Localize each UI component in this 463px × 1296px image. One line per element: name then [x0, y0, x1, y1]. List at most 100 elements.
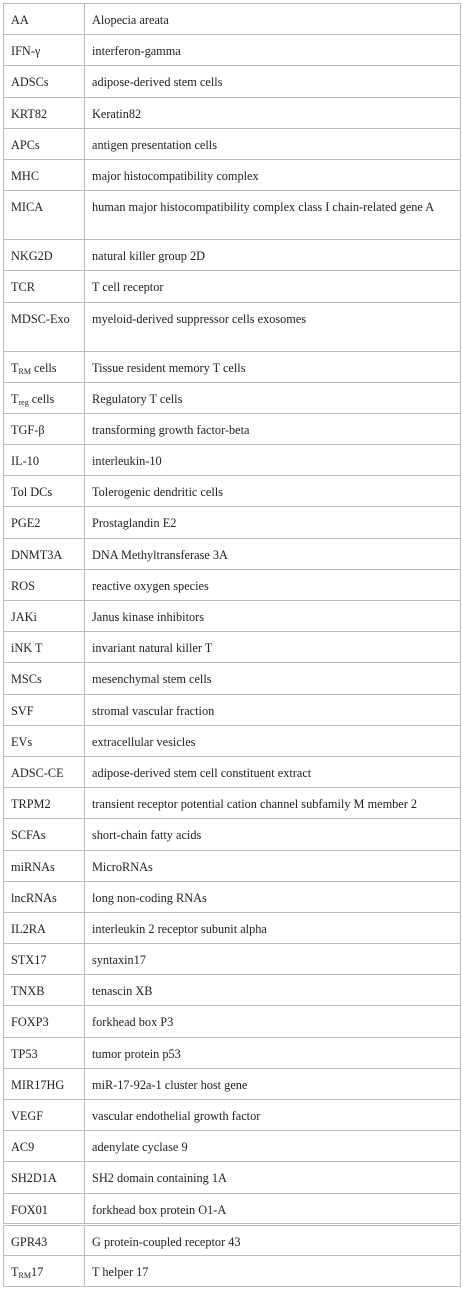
- abbreviation-text: SCFAs: [11, 828, 46, 843]
- abbreviation-row: APCs antigen presentation cells: [3, 127, 461, 160]
- definition-text: DNA Methyltransferase 3A: [92, 547, 228, 562]
- abbreviation-cell: TCR: [3, 270, 85, 303]
- abbreviation-text: ADSCs: [11, 75, 49, 90]
- definition-text: interferon-gamma: [92, 44, 181, 59]
- abbreviation-text: FOXP3: [11, 1015, 49, 1030]
- abbreviation-text: AA: [11, 13, 29, 27]
- abbreviation-row: Tol DCs Tolerogenic dendritic cells: [3, 475, 461, 508]
- abbreviation-cell: GPR43: [3, 1222, 85, 1256]
- abbreviation-text: STX17: [11, 953, 47, 968]
- abbreviation-row: AA Alopecia areata: [3, 2, 461, 36]
- abbreviation-text: MICA: [11, 200, 44, 215]
- abbreviation-subscript: reg: [18, 397, 29, 407]
- abbreviation-row: DNMT3A DNA Methyltransferase 3A: [3, 537, 461, 570]
- definition-text: adenylate cyclase 9: [92, 1140, 188, 1155]
- abbreviation-cell: APCs: [3, 127, 85, 160]
- abbreviation-row: TRPM2 transient receptor potential cation…: [3, 787, 461, 820]
- definition-text: vascular endothelial growth factor: [92, 1109, 261, 1123]
- abbreviation-cell: miRNAs: [3, 849, 85, 882]
- abbreviation-subscript: RM: [18, 366, 31, 376]
- abbreviation-text: ROS: [11, 578, 35, 593]
- definition-cell: interleukin-10: [84, 444, 461, 477]
- abbreviation-row: TP53 tumor protein p53: [3, 1036, 461, 1069]
- abbreviation-cell: TRM cells: [3, 350, 85, 383]
- definition-cell: tumor protein p53: [84, 1036, 461, 1069]
- definition-text: stromal vascular fraction: [92, 703, 215, 718]
- abbreviation-row: FOXP3 forkhead box P3: [3, 1005, 461, 1038]
- definition-cell: mesenchymal stem cells: [84, 662, 461, 695]
- definition-text: Prostaglandin E2: [92, 516, 177, 531]
- definition-text: MicroRNAs: [92, 859, 153, 874]
- abbreviation-cell: JAKi: [3, 599, 85, 633]
- abbreviation-row: TRM17 T helper 17: [3, 1254, 461, 1288]
- definition-cell: miR-17-92a-1 cluster host gene: [84, 1067, 461, 1101]
- definition-text: transient receptor potential cation chan…: [92, 797, 418, 812]
- abbreviation-row: GPR43 G protein-coupled receptor 43: [3, 1222, 461, 1256]
- abbreviation-cell: AA: [3, 2, 85, 36]
- definition-cell: adenylate cyclase 9: [84, 1130, 461, 1163]
- abbreviation-row: TCR T cell receptor: [3, 270, 461, 303]
- abbreviation-cell: ROS: [3, 568, 85, 602]
- abbreviation-cell: MIR17HG: [3, 1067, 85, 1101]
- abbreviation-cell: TRM17: [3, 1254, 85, 1288]
- definition-cell: SH2 domain containing 1A: [84, 1161, 461, 1194]
- definition-cell: T cell receptor: [84, 270, 461, 303]
- abbreviation-text: IL-10: [11, 454, 39, 469]
- abbreviation-cell: STX17: [3, 943, 85, 976]
- abbreviation-text: TNXB: [11, 984, 45, 999]
- abbreviation-row: KRT82 Keratin82: [3, 96, 461, 129]
- definition-text: extracellular vesicles: [92, 734, 196, 749]
- abbreviation-row: IL-10 interleukin-10: [3, 444, 461, 477]
- abbreviation-text: MHC: [11, 168, 40, 183]
- abbreviation-cell: TP53: [3, 1036, 85, 1069]
- abbreviation-text: TRPM2: [11, 797, 51, 812]
- definition-text: forkhead box P3: [92, 1015, 174, 1030]
- definition-cell: extracellular vesicles: [84, 724, 461, 757]
- definition-text: antigen presentation cells: [92, 137, 217, 152]
- definition-cell: Tolerogenic dendritic cells: [84, 475, 461, 508]
- abbreviation-cell: DNMT3A: [3, 537, 85, 570]
- abbreviation-text: MSCs: [11, 672, 42, 687]
- abbreviation-row: AC9 adenylate cyclase 9: [3, 1130, 461, 1163]
- abbreviation-row: SH2D1A SH2 domain containing 1A: [3, 1161, 461, 1194]
- abbreviation-cell: lncRNAs: [3, 880, 85, 913]
- abbreviation-text: FOX01: [11, 1202, 48, 1217]
- abbreviation-cell: EVs: [3, 724, 85, 757]
- definition-text: Tolerogenic dendritic cells: [92, 485, 223, 500]
- definition-cell: myeloid-derived suppressor cells exosome…: [84, 301, 461, 352]
- abbreviation-cell: MSCs: [3, 662, 85, 695]
- abbreviation-text: miRNAs: [11, 859, 55, 874]
- definition-cell: vascular endothelial growth factor: [84, 1098, 461, 1132]
- abbreviation-text: APCs: [11, 137, 40, 152]
- definition-text: Alopecia areata: [92, 13, 169, 27]
- abbreviation-row: TGF-β transforming growth factor-beta: [3, 412, 461, 446]
- abbreviation-text: IFN-γ: [11, 44, 41, 59]
- abbreviation-text: SVF: [11, 703, 34, 718]
- definition-text: Janus kinase inhibitors: [92, 610, 205, 624]
- abbreviation-cell: TNXB: [3, 974, 85, 1007]
- abbreviation-text: PGE2: [11, 516, 41, 531]
- definition-text: myeloid-derived suppressor cells exosome…: [92, 311, 307, 326]
- definition-cell: long non-coding RNAs: [84, 880, 461, 913]
- definition-cell: Regulatory T cells: [84, 381, 461, 414]
- abbreviation-cell: MHC: [3, 158, 85, 192]
- abbreviation-row: IFN-γ interferon-gamma: [3, 34, 461, 67]
- abbreviation-row: MHC major histocompatibility complex: [3, 158, 461, 192]
- abbreviation-cell: SVF: [3, 693, 85, 726]
- definition-text: tenascin XB: [92, 984, 153, 999]
- definition-text: Regulatory T cells: [92, 391, 183, 406]
- definition-text: Keratin82: [92, 106, 142, 121]
- definition-cell: G protein-coupled receptor 43: [84, 1222, 461, 1256]
- definition-cell: DNA Methyltransferase 3A: [84, 537, 461, 570]
- abbreviations-table: AA Alopecia areata IFN-γ interferon-gamma AD…: [3, 2, 461, 1288]
- abbreviation-row: PGE2 Prostaglandin E2: [3, 506, 461, 539]
- abbreviation-text: TP53: [11, 1046, 38, 1061]
- definition-text: SH2 domain containing 1A: [92, 1171, 227, 1186]
- definition-text: long non-coding RNAs: [92, 890, 207, 905]
- abbreviation-cell: NKG2D: [3, 239, 85, 272]
- definition-text: adipose-derived stem cell constituent ex…: [92, 765, 312, 780]
- abbreviations-table-body: AA Alopecia areata IFN-γ interferon-gamma AD…: [3, 2, 461, 1288]
- definition-cell: invariant natural killer T: [84, 631, 461, 664]
- definition-cell: Prostaglandin E2: [84, 506, 461, 539]
